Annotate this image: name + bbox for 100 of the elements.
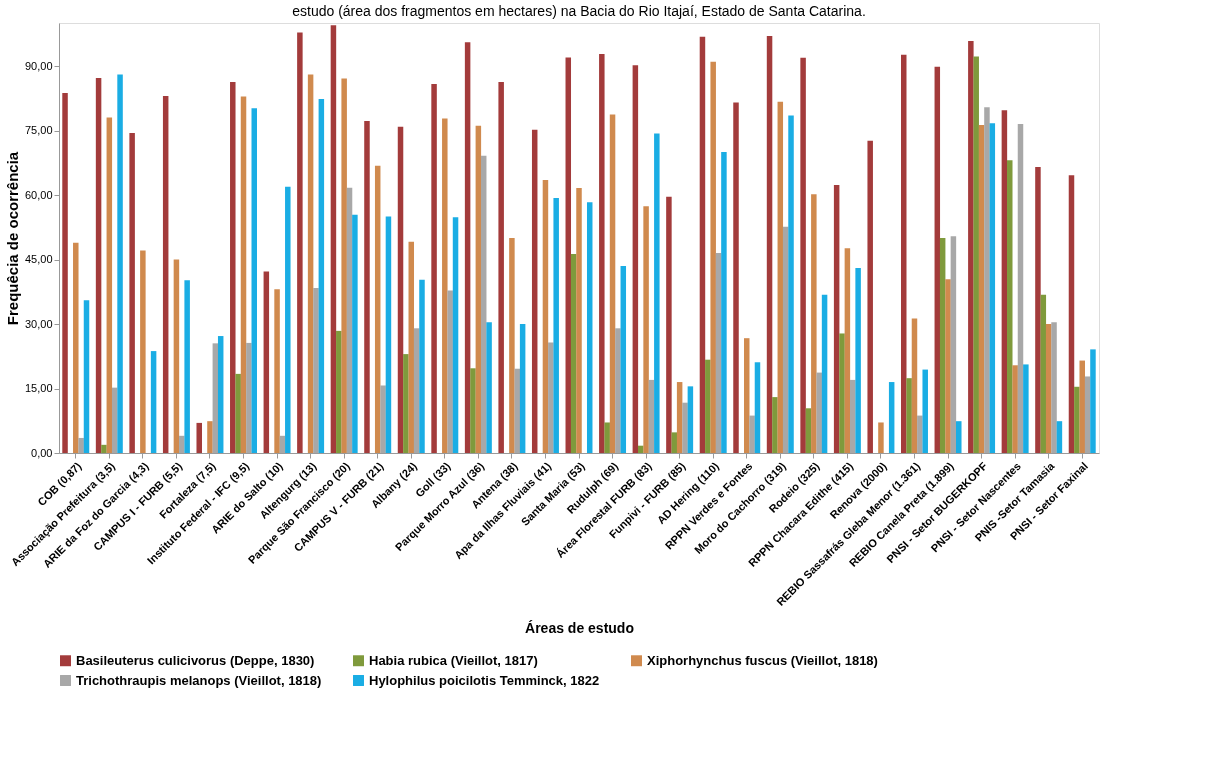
bar: [839, 333, 845, 453]
bar: [341, 78, 347, 453]
bar: [984, 107, 990, 453]
bar: [833, 185, 840, 453]
bar: [1068, 175, 1075, 453]
bar: [240, 96, 247, 453]
bar: [850, 379, 856, 453]
bar: [235, 373, 241, 453]
bar: [743, 338, 750, 453]
bar: [968, 41, 974, 453]
bar: [811, 194, 817, 453]
bar: [800, 57, 806, 453]
bar: [1001, 110, 1008, 453]
bar: [682, 402, 688, 453]
bar: [548, 342, 554, 453]
bar: [906, 378, 912, 453]
bar: [553, 198, 559, 453]
bar: [749, 415, 755, 453]
y-tick-label: 0,00: [31, 446, 53, 459]
bar: [816, 372, 822, 453]
bar: [419, 279, 425, 453]
bar: [498, 81, 504, 453]
bar: [643, 206, 649, 453]
bar: [150, 351, 157, 453]
bar: [1007, 160, 1013, 453]
bar: [772, 397, 778, 453]
legend-label: Trichothraupis melanops (Vieillot, 1818): [76, 672, 322, 688]
bar: [374, 165, 381, 453]
bar: [397, 126, 404, 453]
bar: [945, 279, 951, 453]
chart-title: estudo (área dos fragmentos em hectares) na Bacia do Rio Itajaí, Estado de Santa Catarina.: [292, 3, 866, 19]
bar: [978, 124, 985, 453]
y-tick-label: 75,00: [24, 124, 53, 136]
bar: [565, 57, 572, 453]
bar: [1074, 386, 1080, 453]
bar: [844, 248, 851, 453]
legend-label: Hylophilus poicilotis Temminck, 1822: [369, 672, 600, 688]
bar: [1090, 349, 1096, 453]
bar: [766, 35, 773, 453]
bar: [604, 422, 610, 453]
bar: [413, 328, 420, 453]
bar: [721, 152, 727, 453]
bar: [78, 437, 84, 453]
bar: [934, 66, 941, 453]
bar: [246, 342, 252, 453]
bar: [917, 415, 923, 453]
bar: [313, 287, 319, 453]
bar: [83, 300, 90, 453]
bar: [648, 379, 655, 453]
bar: [140, 250, 146, 453]
bar: [431, 84, 437, 453]
bar: [782, 226, 789, 453]
bar: [687, 386, 694, 453]
bar: [111, 387, 118, 453]
bar: [676, 382, 683, 453]
bar: [251, 108, 257, 453]
bar: [101, 444, 107, 453]
bar: [330, 25, 337, 453]
bar: [715, 253, 722, 453]
bar: [570, 253, 577, 453]
bar: [599, 53, 605, 453]
bar: [106, 117, 113, 453]
bar: [62, 93, 68, 453]
bar: [274, 289, 280, 453]
bar: [733, 102, 739, 453]
bar: [452, 217, 459, 453]
bar: [950, 236, 957, 453]
bar: [956, 421, 962, 453]
bar: [1084, 376, 1091, 453]
bar: [609, 114, 616, 453]
bar: [911, 318, 918, 453]
bar: [297, 32, 303, 453]
bar: [1051, 322, 1057, 453]
bar: [754, 362, 761, 453]
bar: [212, 343, 219, 453]
bar: [403, 354, 409, 453]
bar: [442, 118, 448, 453]
bar: [867, 140, 873, 453]
bar: [666, 196, 672, 453]
bar: [184, 280, 190, 453]
bar: [705, 359, 711, 453]
bar: [805, 408, 812, 453]
bar: [346, 187, 353, 453]
bar: [95, 78, 102, 453]
bar: [989, 123, 996, 453]
y-tick-label: 15,00: [24, 382, 53, 394]
bar: [878, 422, 884, 453]
bar: [576, 188, 582, 453]
bar: [207, 421, 213, 453]
legend-label: Xiphorhynchus fuscus (Vieillot, 1818): [647, 652, 878, 668]
legend-label: Habia rubica (Vieillot, 1817): [369, 652, 538, 668]
bar: [230, 81, 236, 453]
bar: [380, 385, 386, 453]
bar: [542, 179, 549, 453]
bar: [117, 74, 123, 453]
bar: [385, 216, 392, 453]
bar: [486, 322, 492, 453]
y-tick-label: 45,00: [24, 253, 53, 265]
bar: [632, 65, 639, 453]
bar: [901, 54, 907, 453]
